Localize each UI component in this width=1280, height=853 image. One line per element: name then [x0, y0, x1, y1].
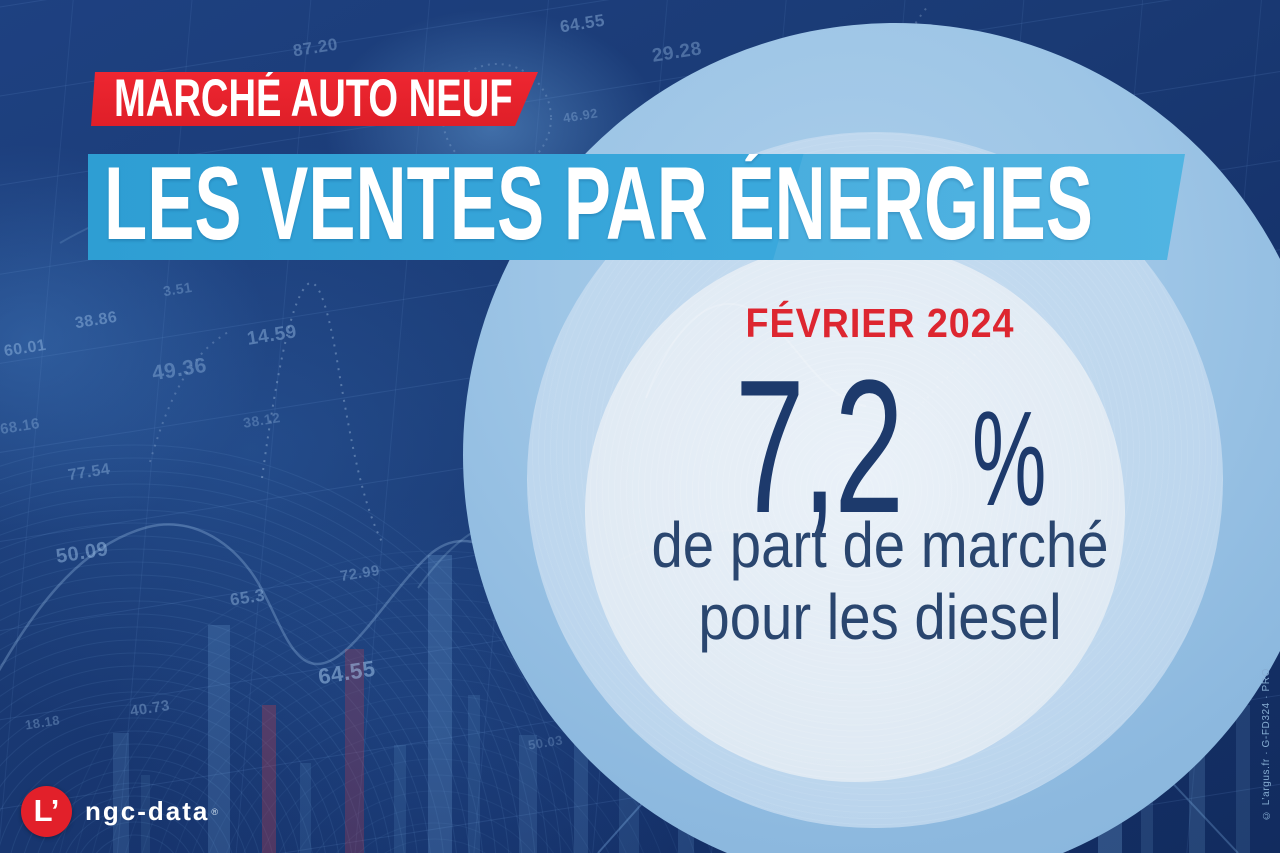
category-badge: MARCHÉ AUTO NEUF	[91, 68, 538, 128]
category-badge-label: MARCHÉ AUTO NEUF	[114, 68, 513, 128]
ring-texture	[585, 242, 1125, 782]
decor-dashed-curve	[149, 329, 233, 463]
brand-logo: L’ ngc-data ®	[21, 786, 218, 837]
decor-dashed-curve	[261, 281, 383, 543]
largus-logo-mark: L’	[33, 792, 60, 828]
highlight-circle-inner	[585, 242, 1125, 782]
banner-title: LES VENTES PAR ÉNERGIES	[104, 146, 1093, 262]
registered-mark: ®	[211, 806, 218, 817]
brand-logo-name: ngc-data	[85, 796, 210, 826]
banner: LES VENTES PAR ÉNERGIES	[88, 146, 1185, 262]
largus-logo-disc: L’	[21, 786, 72, 837]
copyright-credit: © L’argus.fr · G-FD324 · PRO	[1261, 668, 1272, 821]
